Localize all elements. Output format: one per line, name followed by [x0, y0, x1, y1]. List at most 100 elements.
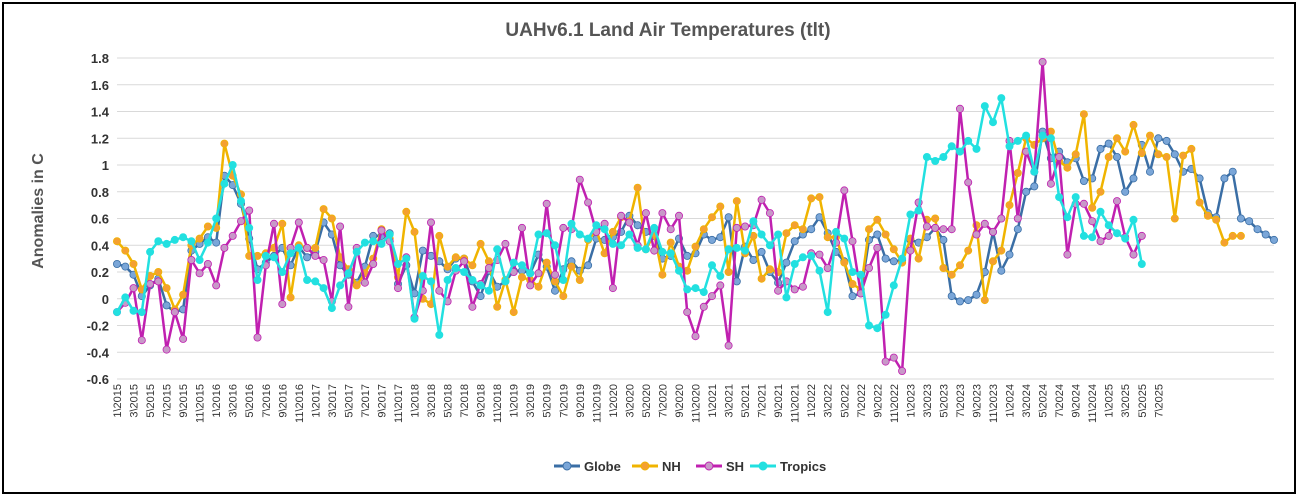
data-point [162, 345, 171, 354]
data-point [584, 234, 593, 243]
data-point [1013, 168, 1022, 177]
data-point [1179, 151, 1188, 160]
data-point [220, 243, 229, 252]
data-point [1038, 131, 1047, 140]
x-tick-label: 9\2020 [674, 384, 686, 418]
data-point [1113, 229, 1122, 238]
data-point [1137, 148, 1146, 157]
data-point [798, 282, 807, 291]
series-tropics [113, 94, 1146, 339]
data-point [286, 249, 295, 258]
data-point [542, 199, 551, 208]
data-point [1030, 182, 1039, 191]
data-point [551, 277, 560, 286]
data-point [129, 259, 138, 268]
x-tick-label: 5\2017 [343, 384, 355, 418]
x-tick-label: 5\2020 [641, 384, 653, 418]
data-point [592, 221, 601, 230]
data-point [881, 254, 890, 263]
data-point [980, 102, 989, 111]
data-point [881, 230, 890, 239]
data-point [1113, 197, 1122, 206]
data-point [815, 266, 824, 275]
data-point [1013, 225, 1022, 234]
data-point [724, 341, 733, 350]
data-point [1220, 174, 1229, 183]
data-point [113, 237, 122, 246]
data-point [790, 259, 799, 268]
data-point [906, 246, 915, 255]
data-point [832, 227, 841, 236]
data-point [617, 211, 626, 220]
x-tick-label: 5\2025 [1137, 384, 1149, 418]
y-tick-label: 0.4 [91, 238, 110, 253]
data-point [997, 246, 1006, 255]
data-point [584, 261, 593, 270]
x-tick-label: 9\2021 [773, 384, 785, 418]
legend-marker [562, 461, 572, 471]
data-point [1088, 217, 1097, 226]
data-point [493, 302, 502, 311]
data-point [989, 227, 998, 236]
data-point [782, 293, 791, 302]
data-point [840, 234, 849, 243]
data-point [1096, 144, 1105, 153]
data-point [261, 251, 270, 260]
data-point [931, 156, 940, 165]
data-point [451, 263, 460, 272]
data-point [203, 259, 212, 268]
data-point [848, 237, 857, 246]
data-point [675, 266, 684, 275]
x-tick-label: 9\2018 [476, 384, 488, 418]
data-point [294, 243, 303, 252]
data-point [798, 253, 807, 262]
data-point [1129, 250, 1138, 259]
x-tick-label: 9\2017 [376, 384, 388, 418]
data-point [716, 281, 725, 290]
data-point [426, 277, 435, 286]
legend-label: Tropics [780, 459, 826, 474]
x-tick-label: 7\2023 [955, 384, 967, 418]
data-point [1154, 150, 1163, 159]
x-tick-label: 1\2020 [608, 384, 620, 418]
data-point [964, 136, 973, 145]
x-tick-label: 5\2023 [938, 384, 950, 418]
data-point [303, 253, 312, 262]
data-point [683, 308, 692, 317]
data-point [344, 269, 353, 278]
data-point [980, 296, 989, 305]
data-point [1236, 214, 1245, 223]
data-point [154, 277, 163, 286]
data-point [683, 285, 692, 294]
x-tick-label: 3\2016 [228, 384, 240, 418]
data-point [319, 205, 328, 214]
x-tick-label: 1\2016 [211, 384, 223, 418]
data-point [823, 263, 832, 272]
data-point [889, 257, 898, 266]
data-point [997, 94, 1006, 103]
data-point [575, 275, 584, 284]
data-point [179, 290, 188, 299]
series-group [113, 58, 1279, 375]
data-point [947, 270, 956, 279]
x-tick-label: 1\2023 [905, 384, 917, 418]
data-point [848, 279, 857, 288]
data-point [716, 202, 725, 211]
x-tick-label: 3\2015 [129, 384, 141, 418]
data-point [765, 209, 774, 218]
data-point [1121, 187, 1130, 196]
x-tick-label: 7\2019 [558, 384, 570, 418]
y-tick-label: -0.4 [87, 345, 110, 360]
data-point [1013, 214, 1022, 223]
x-tick-label: 3\2019 [525, 384, 537, 418]
data-point [798, 225, 807, 234]
data-point [790, 285, 799, 294]
data-point [352, 281, 361, 290]
data-point [1079, 231, 1088, 240]
data-point [1005, 250, 1014, 259]
data-point [402, 254, 411, 263]
x-tick-label: 7\2024 [1054, 384, 1066, 418]
data-point [187, 255, 196, 264]
data-point [1236, 231, 1245, 240]
